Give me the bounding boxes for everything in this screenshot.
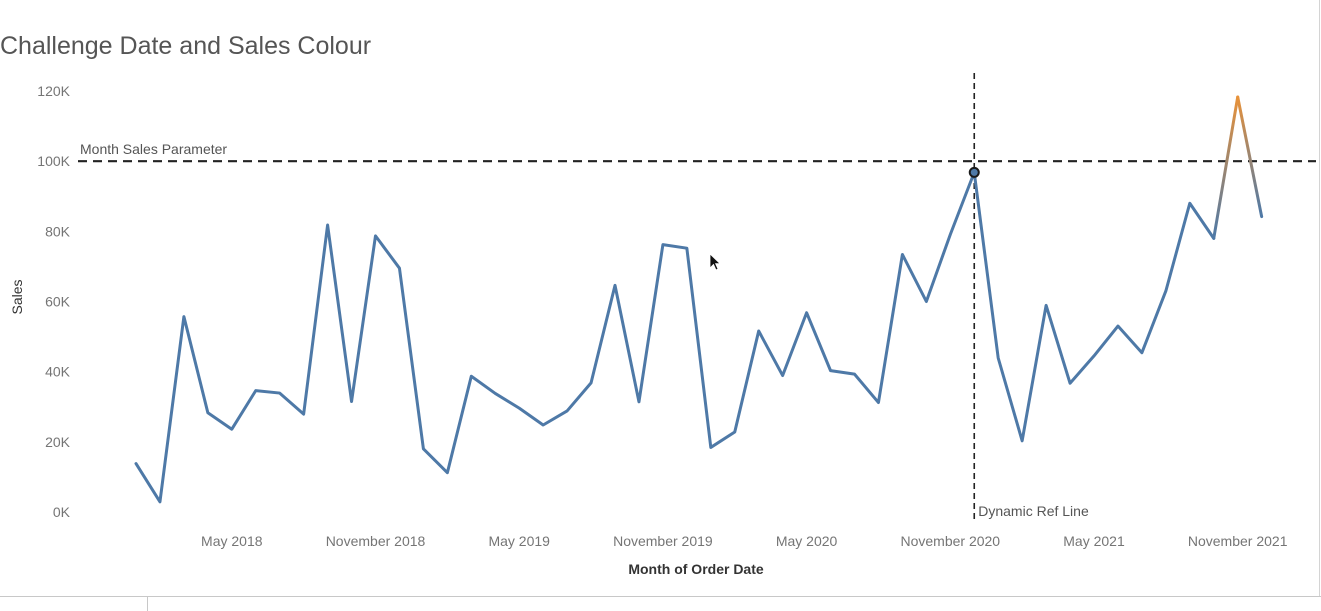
y-tick-label: 40K — [45, 364, 71, 380]
y-tick-label: 100K — [37, 153, 70, 169]
x-tick-label: May 2019 — [488, 533, 550, 549]
x-tick-label: May 2021 — [1063, 533, 1125, 549]
highlight-point[interactable] — [968, 166, 980, 178]
x-tick-label: November 2021 — [1188, 533, 1288, 549]
reference-lines: Month Sales Parameter Dynamic Ref Line — [78, 73, 1316, 520]
y-tick-label: 60K — [45, 294, 71, 310]
series-layer — [134, 95, 1264, 504]
y-tick-label: 120K — [37, 83, 70, 99]
pane-border — [1319, 0, 1320, 596]
series-line — [134, 170, 1216, 504]
x-tick-label: November 2019 — [613, 533, 713, 549]
marker-layer — [968, 166, 980, 178]
series-segment-highlight — [1236, 95, 1264, 219]
mouse-cursor-icon — [709, 253, 721, 271]
line-chart: 0K 20K 40K 60K 80K 100K 120K May 2018 November … — [9, 73, 1316, 577]
y-axis: 0K 20K 40K 60K 80K 100K 120K — [37, 83, 70, 520]
x-axis-title: Month of Order Date — [628, 561, 764, 577]
sheet-tab-area[interactable] — [0, 597, 148, 611]
x-tick-label: May 2020 — [776, 533, 838, 549]
y-tick-label: 80K — [45, 223, 71, 239]
series-segment-highlight — [1212, 95, 1240, 240]
y-tick-label: 0K — [53, 504, 71, 520]
x-axis: May 2018 November 2018 May 2019 November 20… — [201, 533, 1288, 549]
x-tick-label: November 2018 — [326, 533, 426, 549]
ref-line-label: Dynamic Ref Line — [978, 503, 1089, 519]
status-bar — [0, 596, 1321, 611]
x-tick-label: November 2020 — [900, 533, 1000, 549]
ref-line-label: Month Sales Parameter — [80, 141, 227, 157]
chart-title: Challenge Date and Sales Colour — [0, 32, 372, 60]
y-tick-label: 20K — [45, 434, 71, 450]
y-axis-title: Sales — [9, 279, 25, 314]
x-tick-label: May 2018 — [201, 533, 263, 549]
